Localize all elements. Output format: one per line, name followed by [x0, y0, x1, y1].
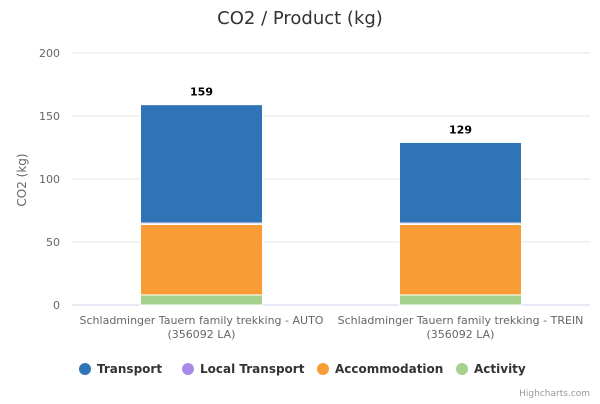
- y-tick-label: 150: [39, 110, 60, 123]
- legend-label: Transport: [97, 362, 162, 376]
- credits-text[interactable]: Highcharts.com: [519, 389, 590, 399]
- chart-title: CO2 / Product (kg): [217, 8, 383, 29]
- legend-item-activity[interactable]: Activity: [456, 362, 526, 376]
- y-tick-label: 100: [39, 173, 60, 186]
- x-tick-labels: Schladminger Tauern family trekking - AU…: [80, 314, 584, 341]
- x-tick-label: Schladminger Tauern family trekking - TR…: [338, 314, 584, 341]
- y-tick-label: 0: [53, 299, 60, 312]
- bar-stacks: [140, 104, 522, 306]
- legend-label: Local Transport: [200, 362, 305, 376]
- y-axis-label: CO2 (kg): [15, 153, 29, 206]
- bar-segment-accommodation[interactable]: [140, 223, 263, 296]
- bar-segment-transport[interactable]: [140, 104, 263, 224]
- bar-segment-transport[interactable]: [399, 141, 522, 224]
- legend-item-local-transport[interactable]: Local Transport: [182, 362, 305, 376]
- stack-total-labels: 159 129: [190, 86, 472, 137]
- stack-total-label: 159: [190, 86, 213, 99]
- y-tick-label: 50: [46, 236, 60, 249]
- legend-marker: [79, 363, 91, 375]
- legend-marker: [456, 363, 468, 375]
- bar-segment-activity[interactable]: [140, 294, 263, 306]
- legend-item-transport[interactable]: Transport: [79, 362, 162, 376]
- legend: Transport Local Transport Accommodation Act…: [79, 362, 526, 376]
- legend-label: Activity: [474, 362, 526, 376]
- x-tick-label: Schladminger Tauern family trekking - AU…: [80, 314, 324, 341]
- bar-segment-activity[interactable]: [399, 294, 522, 306]
- legend-marker: [182, 363, 194, 375]
- stack-total-label: 129: [449, 123, 472, 136]
- legend-item-accommodation[interactable]: Accommodation: [317, 362, 443, 376]
- y-tick-labels: 0 50 100 150 200: [39, 47, 60, 312]
- bar-segment-accommodation[interactable]: [399, 223, 522, 296]
- legend-marker: [317, 363, 329, 375]
- y-tick-label: 200: [39, 47, 60, 60]
- legend-label: Accommodation: [335, 362, 443, 376]
